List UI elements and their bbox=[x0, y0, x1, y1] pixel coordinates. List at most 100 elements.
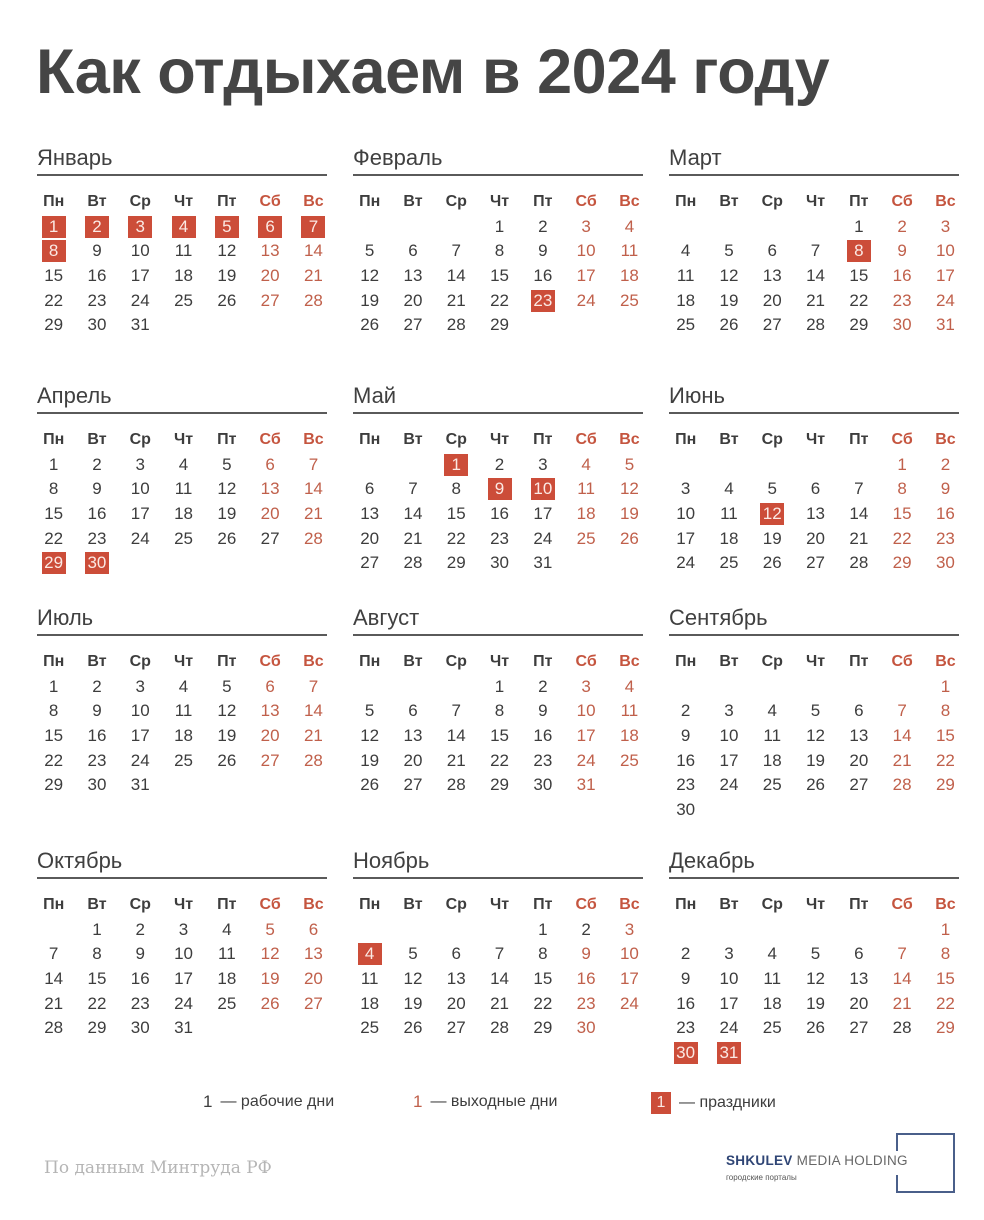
day-workday: 20 bbox=[849, 993, 869, 1013]
day-workday: 1 bbox=[92, 919, 102, 939]
day-workday: 24 bbox=[719, 1018, 739, 1038]
weekday-header: Вс bbox=[619, 193, 640, 211]
weekday-header: Пн bbox=[43, 896, 65, 914]
day-weekend: 13 bbox=[260, 479, 280, 499]
day-workday: 3 bbox=[724, 701, 734, 721]
day-workday: 13 bbox=[806, 504, 825, 524]
day-workday: 12 bbox=[217, 479, 237, 499]
day-workday: 17 bbox=[130, 726, 150, 746]
weekday-header: Вс bbox=[935, 896, 956, 914]
day-weekend: 16 bbox=[576, 969, 596, 989]
weekday-header: Сб bbox=[891, 653, 913, 671]
day-holiday: 23 bbox=[521, 288, 564, 313]
day-workday: 18 bbox=[174, 504, 193, 524]
day-workday: 27 bbox=[849, 1018, 869, 1038]
day-workday: 23 bbox=[87, 750, 107, 770]
day-weekend: 18 bbox=[619, 266, 639, 286]
day-weekend: 10 bbox=[576, 241, 596, 261]
day-workday: 22 bbox=[446, 528, 466, 548]
day-workday: 28 bbox=[806, 315, 825, 335]
day-weekend: 14 bbox=[892, 969, 912, 989]
day-workday: 16 bbox=[533, 266, 553, 286]
day-workday: 25 bbox=[762, 1018, 782, 1038]
day-weekend: 21 bbox=[892, 750, 912, 770]
weekday-header: Чт bbox=[490, 431, 510, 449]
weekday-header: Вс bbox=[303, 193, 324, 211]
day-weekend: 18 bbox=[619, 726, 639, 746]
day-workday: 22 bbox=[44, 290, 64, 310]
day-weekend: 15 bbox=[892, 504, 912, 524]
empty-cell bbox=[837, 453, 880, 478]
day-weekend: 30 bbox=[576, 1018, 596, 1038]
weekday-header: Сб bbox=[259, 431, 281, 449]
day-workday: 5 bbox=[810, 944, 821, 964]
day-weekend: 27 bbox=[303, 993, 323, 1013]
month-divider bbox=[37, 174, 327, 176]
day-weekend: 17 bbox=[576, 266, 596, 286]
day-workday: 12 bbox=[217, 241, 237, 261]
day-workday: 19 bbox=[217, 726, 237, 746]
day-workday: 27 bbox=[849, 775, 869, 795]
weekday-header: Пт bbox=[533, 431, 553, 449]
day-workday: 24 bbox=[130, 750, 150, 770]
day-workday: 19 bbox=[403, 993, 423, 1013]
month-name: Август bbox=[353, 605, 420, 630]
day-workday: 19 bbox=[217, 504, 237, 524]
day-workday: 11 bbox=[676, 266, 695, 286]
day-workday: 2 bbox=[581, 919, 591, 939]
day-workday: 9 bbox=[92, 241, 102, 261]
weekday-header: Сб bbox=[575, 193, 597, 211]
weekday-header: Вт bbox=[87, 653, 107, 671]
empty-cell bbox=[348, 215, 391, 240]
empty-cell bbox=[664, 675, 707, 700]
weekday-header: Пн bbox=[675, 896, 697, 914]
month-grid: Пн Вт Ср Чт Пт Сб Вс 1 2 3 4 5 6 7 8 9 10 11 12 13 14 15 16 17 1… bbox=[348, 190, 651, 338]
day-holiday: 30 bbox=[664, 1041, 707, 1066]
weekday-header: Сб bbox=[575, 896, 597, 914]
day-workday: 15 bbox=[44, 266, 64, 286]
day-workday: 10 bbox=[130, 479, 150, 499]
day-workday: 3 bbox=[135, 676, 145, 696]
weekday-header: Пн bbox=[675, 431, 697, 449]
day-workday: 16 bbox=[490, 504, 509, 524]
day-workday: 15 bbox=[44, 504, 64, 524]
day-weekend: 25 bbox=[576, 528, 596, 548]
day-workday: 3 bbox=[178, 919, 189, 939]
day-holiday: 6 bbox=[248, 215, 291, 240]
day-workday: 5 bbox=[810, 701, 821, 721]
weekday-header: Ср bbox=[445, 193, 467, 211]
day-weekend: 12 bbox=[260, 944, 280, 964]
weekday-header: Сб bbox=[259, 193, 281, 211]
day-workday: 12 bbox=[360, 266, 380, 286]
month-grid: Пн Вт Ср Чт Пт Сб Вс 1 2 3 4 5 6 7 8 9 10 11 12 13 14 15 16 17 1… bbox=[32, 428, 335, 576]
day-workday: 28 bbox=[403, 553, 423, 573]
day-workday: 30 bbox=[490, 553, 509, 573]
empty-cell bbox=[348, 453, 391, 478]
day-workday: 11 bbox=[174, 479, 193, 499]
day-workday: 2 bbox=[135, 919, 145, 939]
day-workday: 25 bbox=[174, 290, 193, 310]
day-workday: 11 bbox=[218, 944, 236, 964]
logo-tagline: городские порталы bbox=[726, 1173, 797, 1182]
day-workday: 7 bbox=[854, 479, 864, 499]
day-workday: 1 bbox=[494, 676, 505, 696]
weekday-header: Вт bbox=[87, 193, 107, 211]
day-weekend: 5 bbox=[265, 919, 275, 939]
day-workday: 24 bbox=[130, 290, 150, 310]
weekday-header: Чт bbox=[806, 193, 826, 211]
day-workday: 12 bbox=[403, 969, 423, 989]
weekday-header: Сб bbox=[259, 653, 281, 671]
weekday-header: Пт bbox=[849, 896, 869, 914]
day-holiday: 1 bbox=[435, 453, 478, 478]
weekday-header: Вс bbox=[619, 896, 640, 914]
day-workday: 20 bbox=[762, 290, 782, 310]
day-holiday: 7 bbox=[292, 215, 335, 240]
empty-cell bbox=[664, 215, 707, 240]
weekday-header: Сб bbox=[259, 896, 281, 914]
weekday-header: Чт bbox=[174, 653, 194, 671]
day-workday: 1 bbox=[538, 919, 548, 939]
day-workday: 4 bbox=[680, 241, 691, 261]
day-weekend: 18 bbox=[576, 504, 596, 524]
day-workday: 7 bbox=[451, 241, 461, 261]
day-workday: 31 bbox=[174, 1018, 193, 1038]
